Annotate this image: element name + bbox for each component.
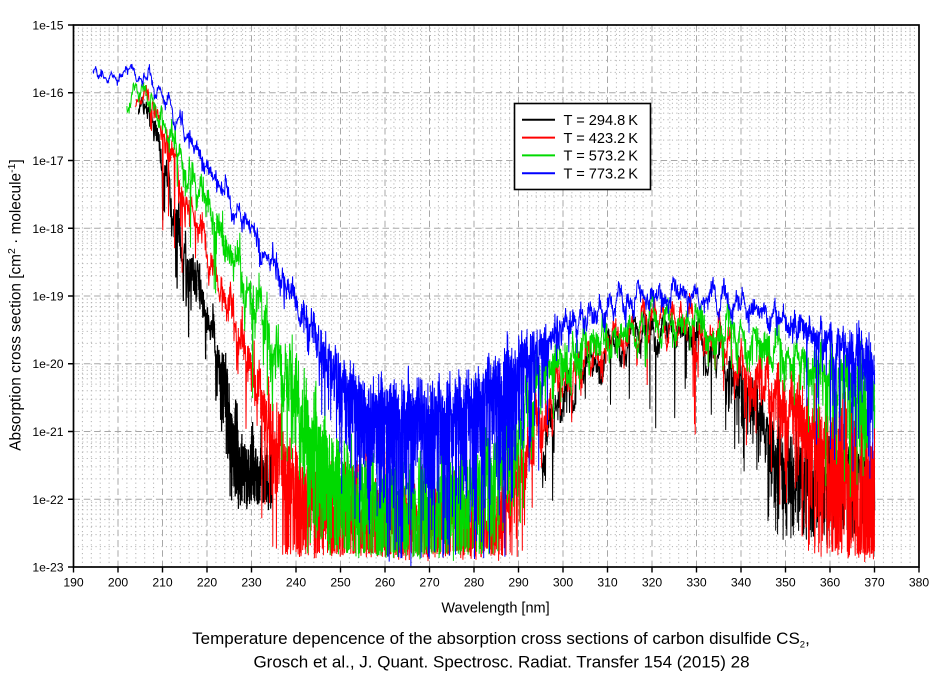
svg-text:220: 220 <box>197 576 218 590</box>
svg-text:1e-17: 1e-17 <box>32 154 63 168</box>
svg-text:Grosch et al., J. Quant. Spect: Grosch et al., J. Quant. Spectrosc. Radi… <box>253 653 749 672</box>
svg-text:250: 250 <box>330 576 351 590</box>
svg-text:T = 773.2 K: T = 773.2 K <box>564 166 639 182</box>
svg-text:260: 260 <box>375 576 396 590</box>
svg-text:1e-16: 1e-16 <box>32 86 63 100</box>
svg-text:1e-15: 1e-15 <box>32 19 63 33</box>
svg-text:280: 280 <box>464 576 485 590</box>
svg-text:290: 290 <box>508 576 529 590</box>
svg-text:230: 230 <box>241 576 262 590</box>
svg-text:1e-20: 1e-20 <box>32 357 63 371</box>
svg-text:270: 270 <box>419 576 440 590</box>
svg-text:320: 320 <box>642 576 663 590</box>
svg-text:190: 190 <box>63 576 84 590</box>
svg-text:Wavelength [nm]: Wavelength [nm] <box>441 600 549 616</box>
svg-text:370: 370 <box>864 576 885 590</box>
svg-text:240: 240 <box>286 576 307 590</box>
svg-text:200: 200 <box>108 576 129 590</box>
svg-text:350: 350 <box>775 576 796 590</box>
svg-text:T = 573.2 K: T = 573.2 K <box>564 149 639 165</box>
svg-text:1e-18: 1e-18 <box>32 222 63 236</box>
svg-text:300: 300 <box>553 576 574 590</box>
svg-text:T = 423.2 K: T = 423.2 K <box>564 131 639 147</box>
svg-text:Temperature depencence of the: Temperature depencence of the absorption… <box>192 629 810 651</box>
svg-text:T = 294.8 K: T = 294.8 K <box>564 113 639 129</box>
svg-text:340: 340 <box>731 576 752 590</box>
svg-text:360: 360 <box>820 576 841 590</box>
svg-text:1e-21: 1e-21 <box>32 425 63 439</box>
svg-text:310: 310 <box>597 576 618 590</box>
svg-text:1e-19: 1e-19 <box>32 290 63 304</box>
svg-text:1e-22: 1e-22 <box>32 493 63 507</box>
svg-text:210: 210 <box>152 576 173 590</box>
svg-text:1e-23: 1e-23 <box>32 561 63 575</box>
svg-text:380: 380 <box>909 576 930 590</box>
svg-text:Absorption cross section [cm2: Absorption cross section [cm2 · molecule… <box>6 159 25 450</box>
svg-text:330: 330 <box>686 576 707 590</box>
